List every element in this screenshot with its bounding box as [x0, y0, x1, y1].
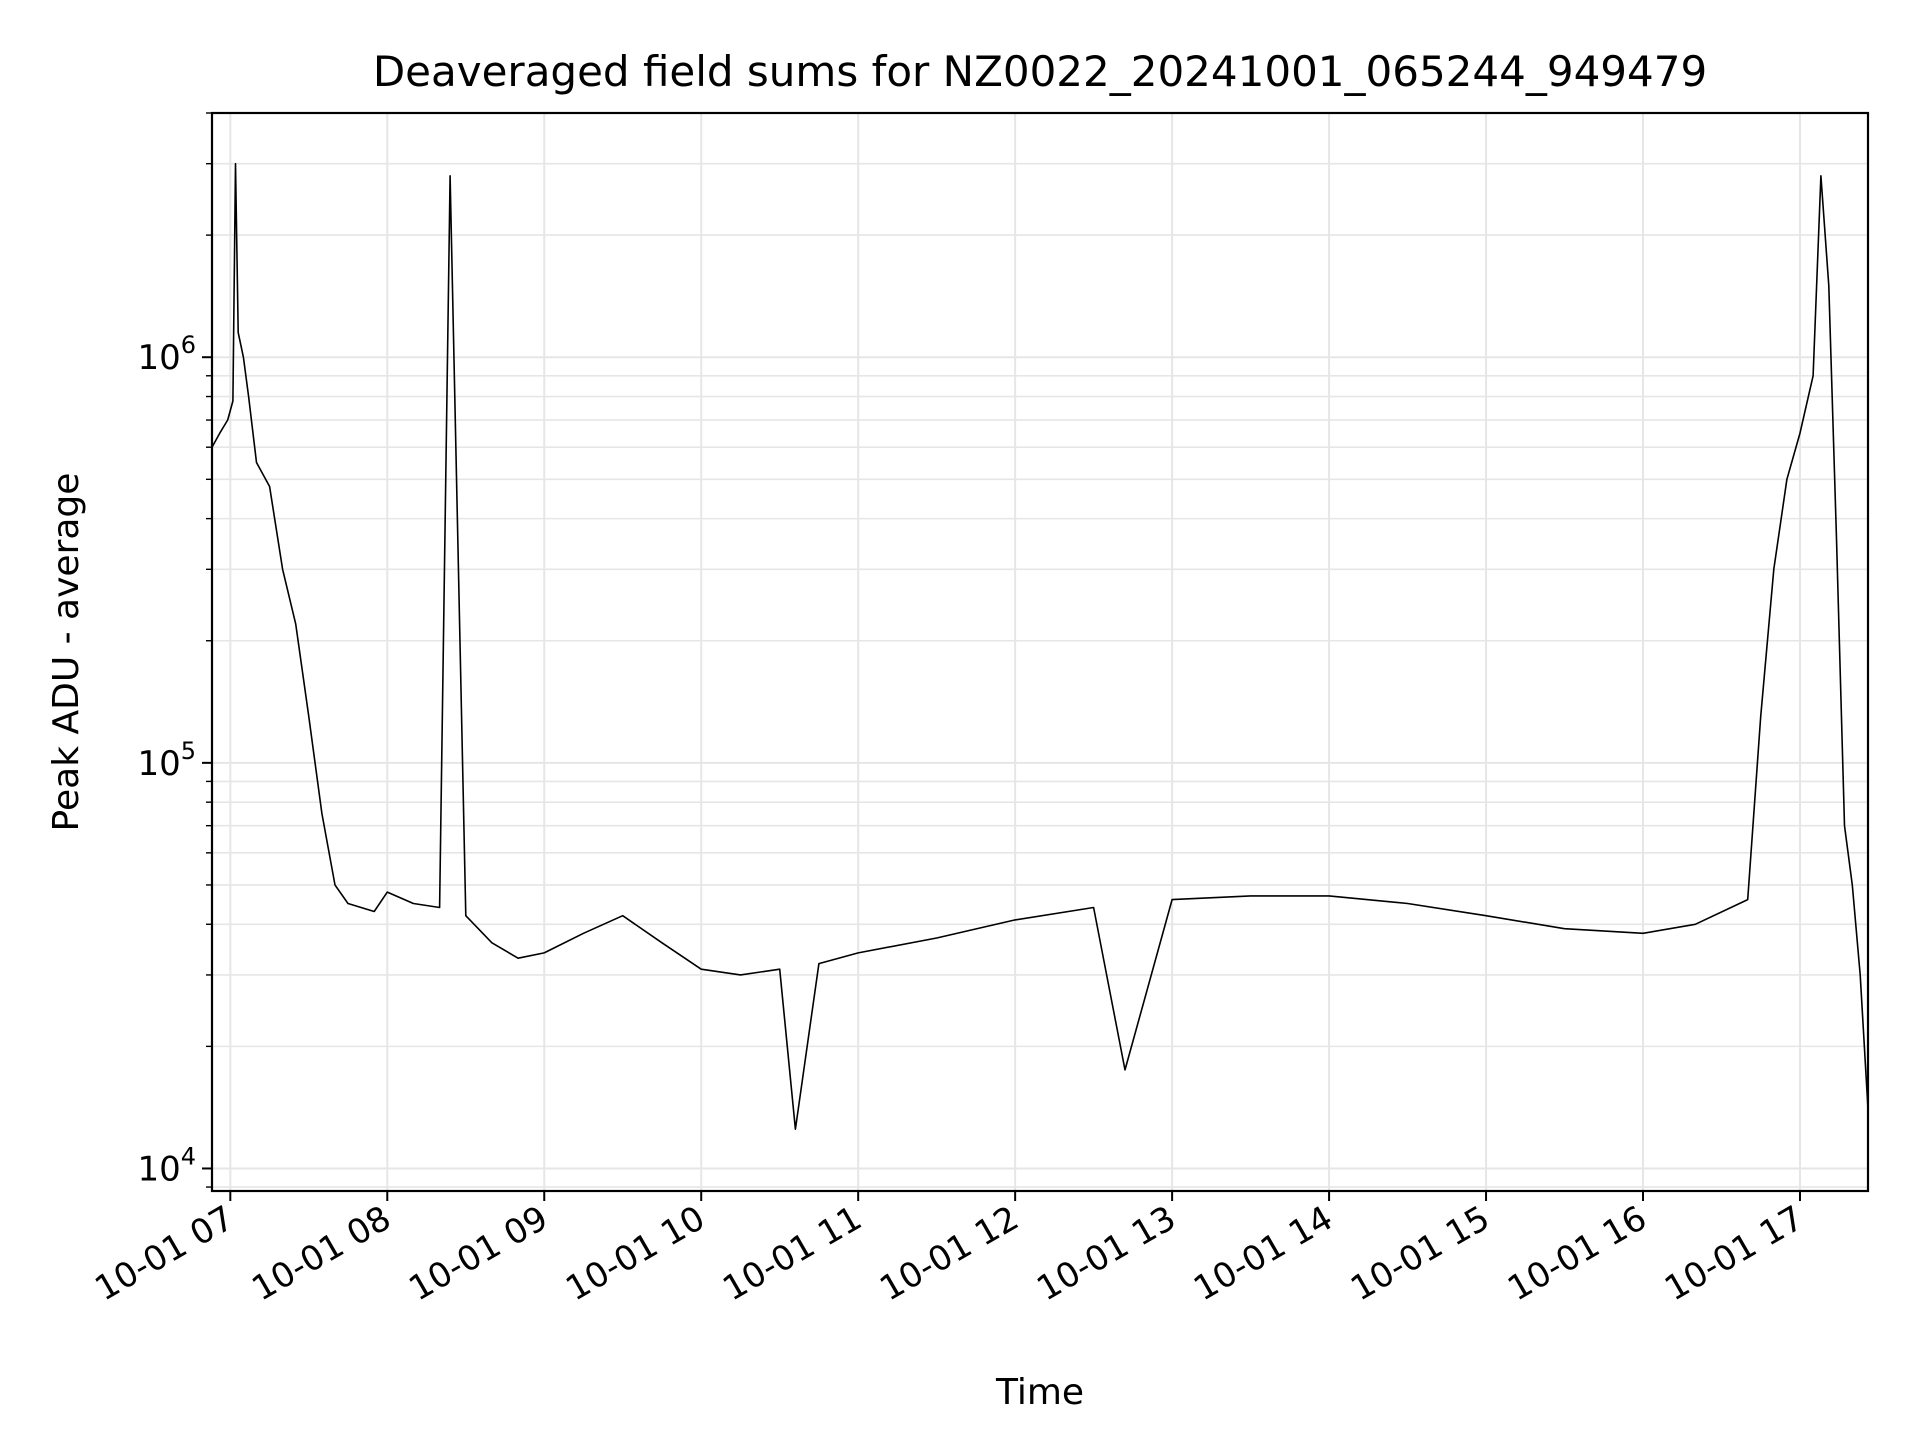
plot-frame: [210, 111, 1870, 1193]
series-layer: [211, 162, 1869, 1130]
x-axis-label: Time: [995, 1372, 1084, 1413]
series-line: [211, 162, 1869, 1130]
y-axis-label: Peak ADU - average: [46, 473, 87, 832]
y-tick-label: 106: [137, 331, 196, 378]
y-tick-label: 104: [137, 1142, 196, 1189]
y-tick-label: 105: [137, 737, 196, 784]
chart-title: Deaveraged field sums for NZ0022_2024100…: [373, 47, 1707, 96]
